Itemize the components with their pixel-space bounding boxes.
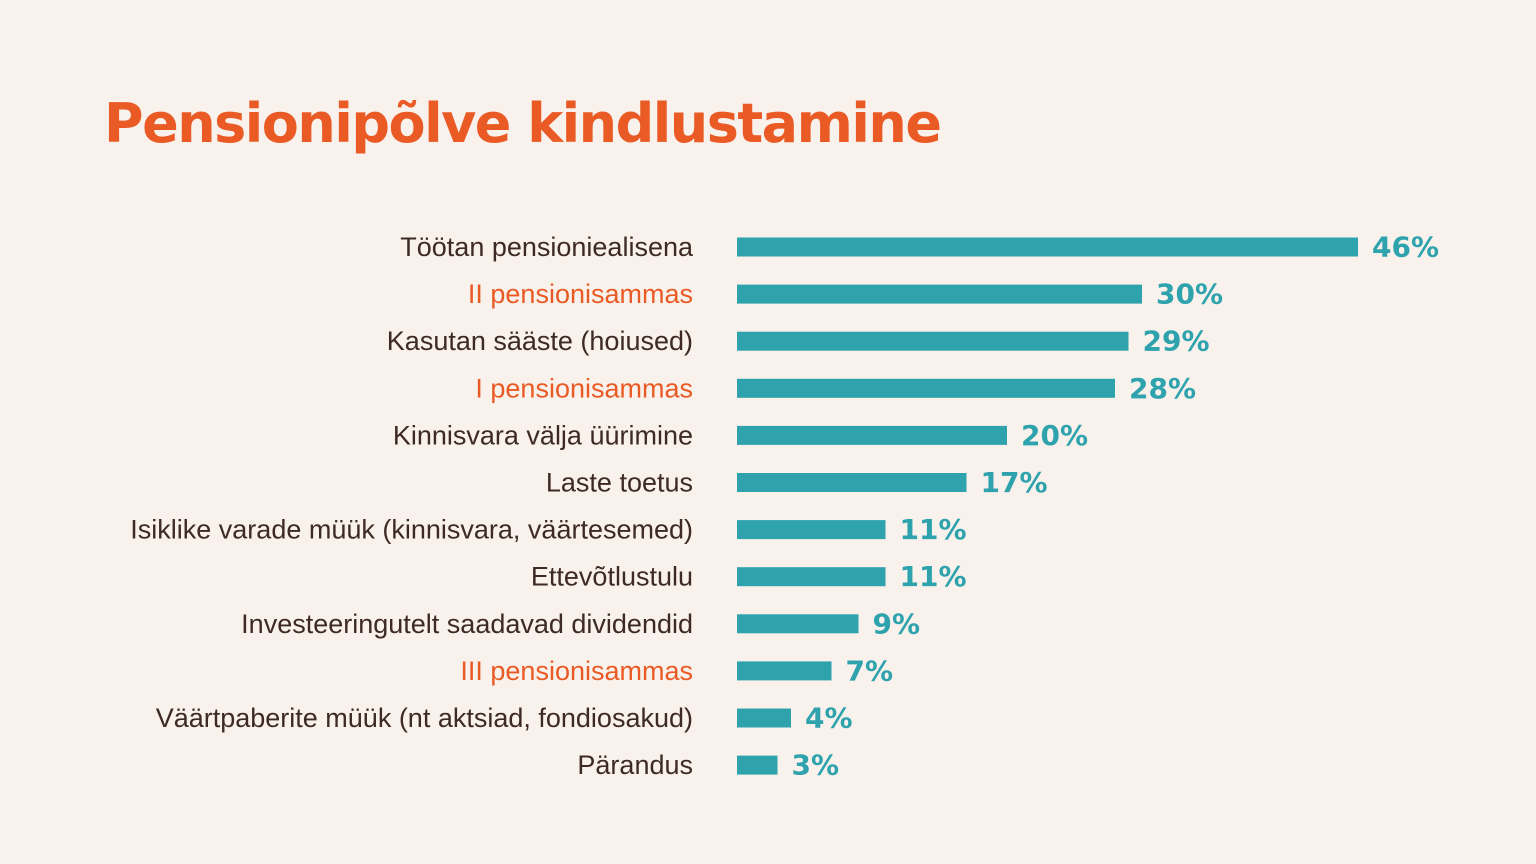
bar (737, 473, 967, 492)
value-label: 28% (1129, 372, 1196, 405)
category-label: Kinnisvara välja üürimine (393, 420, 693, 450)
bar (737, 237, 1358, 257)
category-label: I pensionisammas (475, 373, 693, 403)
value-label: 46% (1372, 231, 1439, 264)
category-label: III pensionisammas (460, 656, 693, 686)
bar (737, 378, 1115, 398)
category-label: Pärandus (577, 750, 693, 780)
category-label: Kasutan sääste (hoiused) (387, 326, 693, 356)
value-label: 11% (900, 560, 967, 593)
category-label: Investeeringutelt saadavad dividendid (241, 609, 693, 639)
chart-title: Pensionipõlve kindlustamine (104, 92, 942, 155)
value-label: 9% (873, 607, 921, 640)
bar (737, 520, 886, 540)
bar (737, 425, 1007, 445)
bar (737, 331, 1129, 351)
category-label: Ettevõtlustulu (531, 562, 693, 592)
category-label: Isiklike varade müük (kinnisvara, väärte… (130, 515, 693, 545)
bar (737, 284, 1142, 304)
category-label: Väärtpaberite müük (nt aktsiad, fondiosa… (156, 703, 693, 733)
bar (737, 567, 886, 587)
value-label: 29% (1143, 325, 1210, 358)
bar (737, 661, 832, 681)
category-label: Laste toetus (546, 468, 693, 498)
value-label: 7% (846, 654, 894, 687)
value-label: 20% (1021, 419, 1088, 452)
value-label: 17% (981, 466, 1048, 499)
value-label: 30% (1156, 278, 1223, 311)
value-label: 3% (792, 749, 840, 782)
value-label: 11% (900, 513, 967, 546)
category-label: Töötan pensioniealisena (400, 232, 694, 262)
bar (737, 614, 859, 634)
bar (737, 755, 778, 775)
category-label: II pensionisammas (468, 279, 693, 309)
value-label: 4% (805, 702, 853, 735)
bar (737, 708, 791, 728)
